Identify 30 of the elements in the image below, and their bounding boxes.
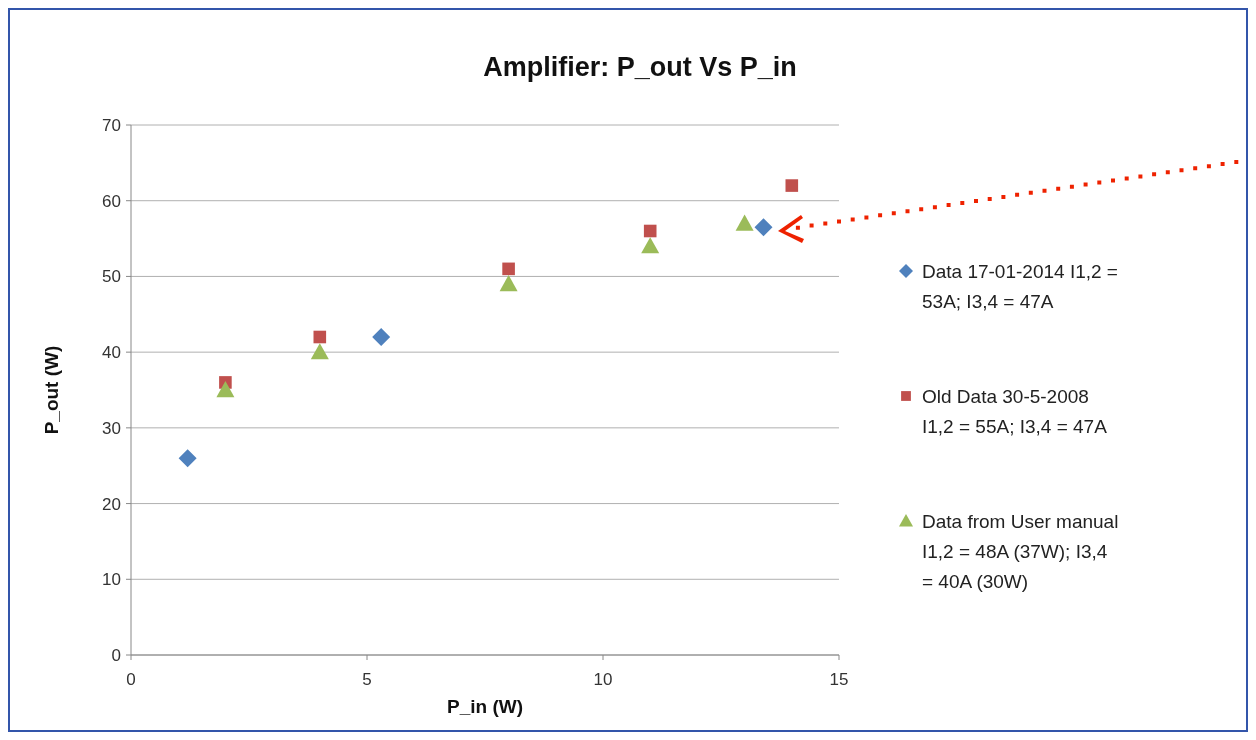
point	[499, 275, 518, 292]
point	[372, 328, 391, 346]
point	[216, 381, 235, 398]
y-tick-label: 0	[111, 646, 121, 665]
y-tick-label: 30	[102, 418, 121, 438]
point	[178, 449, 197, 468]
x-tick-label: 5	[362, 670, 372, 689]
point	[785, 179, 799, 192]
point	[502, 262, 515, 276]
y-tick-label: 50	[102, 267, 121, 287]
legend-label: Data from User manual I1,2 = 48A (37W); I3,4 = 40A (30W)	[922, 511, 1119, 592]
x-tick-label: 0	[126, 670, 136, 689]
chart-title: Amplifier: P_out Vs P_in	[483, 52, 797, 82]
y-tick-label: 20	[102, 494, 121, 514]
point	[313, 330, 327, 344]
y-tick-label: 70	[102, 116, 121, 135]
y-axis-title: P_out (W)	[41, 345, 62, 435]
point	[641, 237, 660, 254]
y-tick-label: 10	[102, 570, 121, 590]
x-tick-label: 15	[829, 670, 849, 689]
point	[754, 218, 773, 237]
x-tick-label: 10	[593, 670, 613, 689]
x-axis-title: P_in (W)	[447, 696, 523, 717]
legend-label: Old Data 30-5-2008 I1,2 = 55A; I3,4 = 47A	[922, 386, 1108, 437]
point	[310, 343, 329, 360]
y-tick-label: 40	[102, 343, 121, 363]
point	[735, 214, 754, 231]
y-tick-label: 60	[102, 191, 121, 211]
legend-label: Data 17-01-2014 I1,2 = 53A; I3,4 = 47A	[922, 261, 1118, 312]
point	[643, 224, 657, 238]
